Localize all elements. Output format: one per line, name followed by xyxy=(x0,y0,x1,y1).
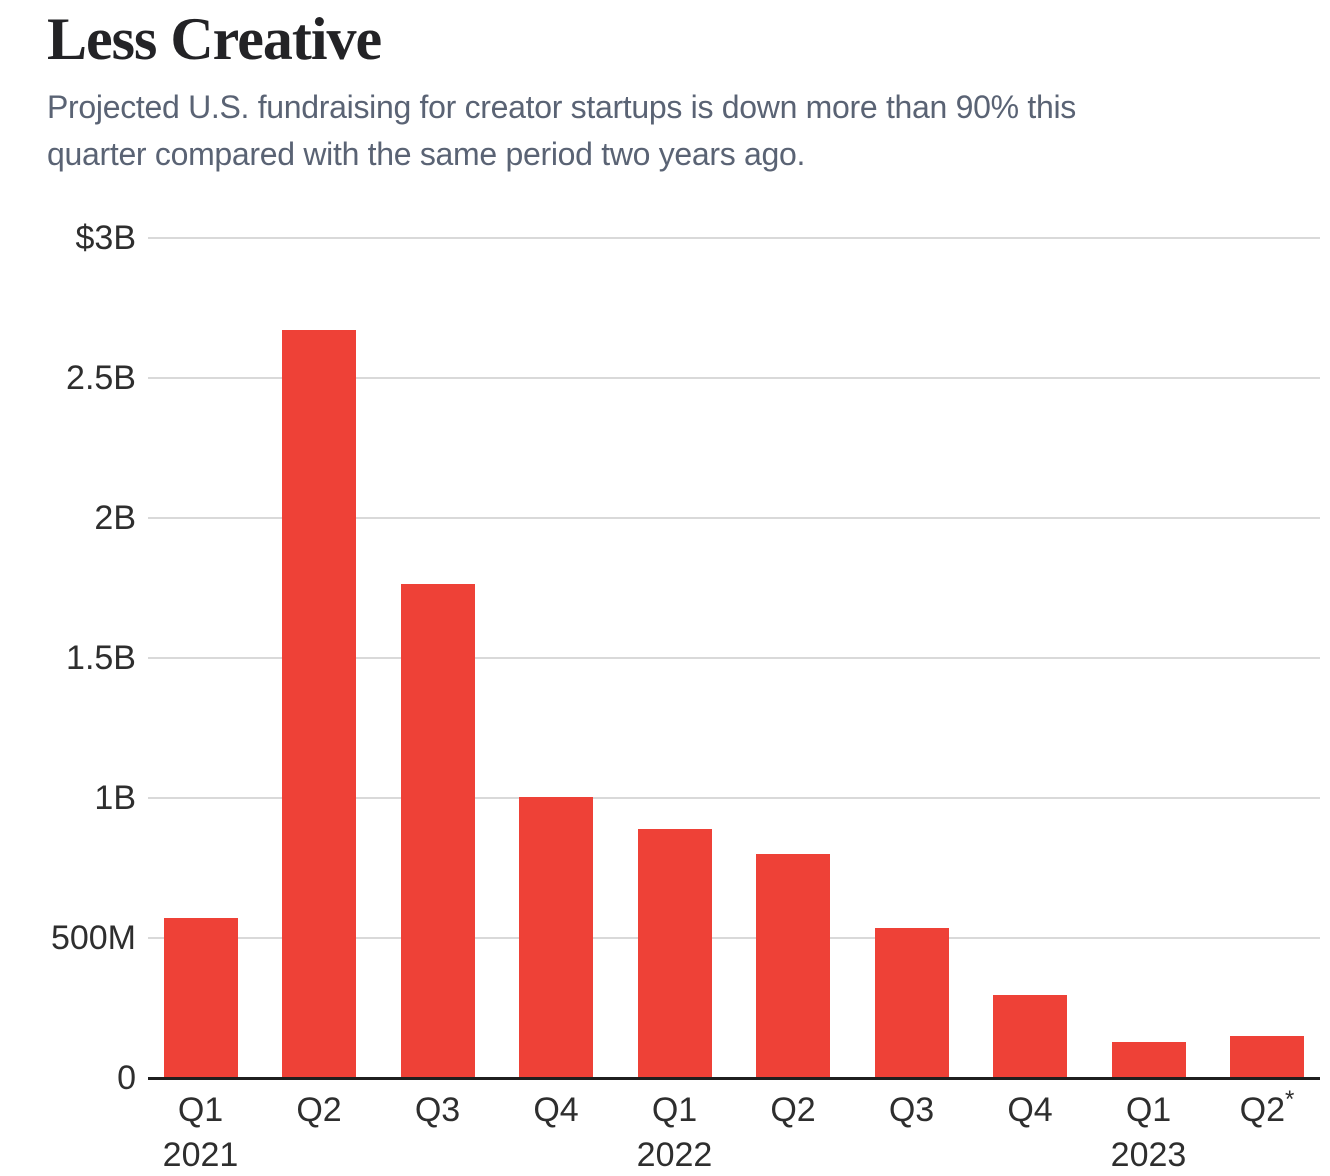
bar-q3-2021 xyxy=(400,583,475,1078)
gridline-1.5B xyxy=(148,657,1320,659)
x-tick-quarter-6: Q2 xyxy=(770,1091,816,1129)
y-tick-label-$3B: $3B xyxy=(75,219,137,257)
gridline-2B xyxy=(148,517,1320,519)
chart-subtitle-line-2: quarter compared with the same period tw… xyxy=(47,136,806,172)
y-tick-label-2B: 2B xyxy=(94,499,136,537)
bar-q4-2022 xyxy=(993,995,1067,1078)
x-tick-quarter-4: Q4 xyxy=(533,1091,579,1129)
y-tick-label-1B: 1B xyxy=(94,779,136,817)
y-tick-label-2.5B: 2.5B xyxy=(66,359,136,397)
y-tick-label-500M: 500M xyxy=(50,919,136,957)
bar-q2-2021 xyxy=(282,330,356,1078)
x-tick-quarter-7: Q3 xyxy=(888,1091,935,1129)
x-axis-baseline xyxy=(148,1077,1320,1080)
chart-subtitle: Projected U.S. fundraising for creator s… xyxy=(47,84,1076,178)
x-tick-quarter-1: Q1 xyxy=(177,1091,224,1129)
x-tick-year-2023: 2023 xyxy=(1110,1136,1187,1174)
x-tick-quarter-8: Q4 xyxy=(1007,1091,1053,1129)
bar-q1-2022 xyxy=(637,828,712,1078)
footnote-marker: * xyxy=(1285,1086,1295,1113)
gridline-2.5B xyxy=(148,377,1320,379)
bar-q1-2023 xyxy=(1111,1041,1186,1078)
x-tick-quarter-10: Q2* xyxy=(1239,1086,1295,1130)
gridline-$3B xyxy=(148,237,1320,239)
y-tick-label-0: 0 xyxy=(117,1059,136,1097)
x-tick-year-2021: 2021 xyxy=(162,1136,239,1174)
gridline-500M xyxy=(148,937,1320,939)
x-tick-year-2022: 2022 xyxy=(636,1136,713,1174)
chart-subtitle-line-1: Projected U.S. fundraising for creator s… xyxy=(47,89,1076,125)
chart-title: Less Creative xyxy=(47,6,382,72)
x-tick-quarter-5: Q1 xyxy=(651,1091,698,1129)
x-tick-quarter-9: Q1 xyxy=(1125,1091,1172,1129)
bar-q4-2021 xyxy=(519,796,593,1078)
gridline-1B xyxy=(148,797,1320,799)
x-tick-quarter-3: Q3 xyxy=(414,1091,461,1129)
bar-q2-2023- xyxy=(1230,1036,1304,1078)
bar-q1-2021 xyxy=(163,918,238,1078)
bar-q3-2022 xyxy=(874,928,949,1078)
x-tick-quarter-2: Q2 xyxy=(296,1091,342,1129)
y-tick-label-1.5B: 1.5B xyxy=(66,639,136,677)
bar-q2-2022 xyxy=(756,854,830,1078)
